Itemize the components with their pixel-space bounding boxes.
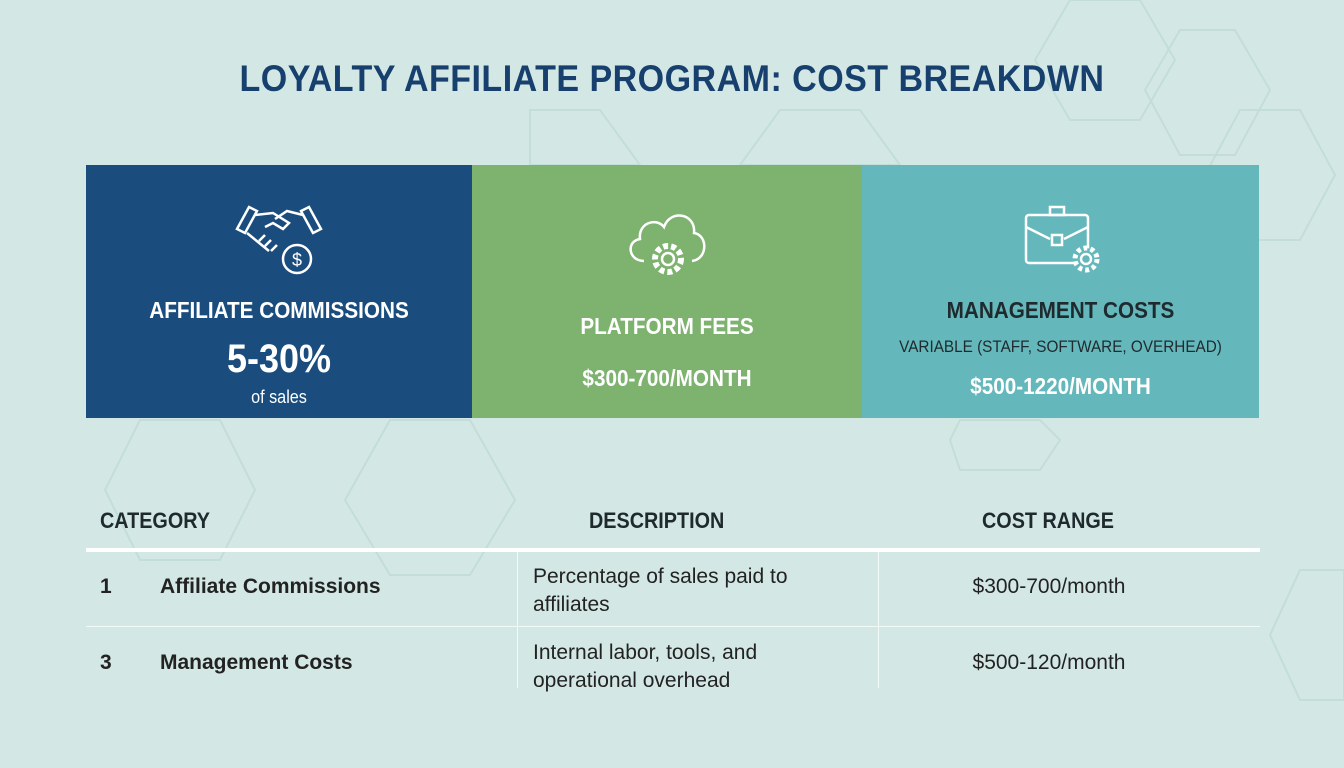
briefcase-gear-icon <box>1024 205 1099 273</box>
row-description-line1: Percentage of sales paid to <box>533 565 788 588</box>
row-number: 3 <box>100 651 112 674</box>
panel-value: $300-700/MONTH <box>582 365 752 391</box>
column-divider <box>878 552 879 688</box>
handshake-dollar-icon: $ <box>235 205 323 275</box>
panel-heading: PLATFORM FEES <box>580 313 754 339</box>
page-title: LOYALTY AFFILIATE PROGRAM: COST BREAKDWN <box>239 58 1105 99</box>
column-header-category: CATEGORY <box>100 508 211 533</box>
svg-text:$: $ <box>292 250 302 270</box>
header-divider <box>86 548 1260 552</box>
panel-heading: AFFILIATE COMMISSIONS <box>149 297 409 323</box>
row-description-line2: operational overhead <box>533 669 731 692</box>
cloud-gear-icon <box>629 214 706 275</box>
panel-affiliate-commissions: $ AFFILIATE COMMISSIONS 5-30% of sales <box>86 165 472 418</box>
panel-value: $500-1220/MONTH <box>970 373 1151 399</box>
column-header-cost-range: COST RANGE <box>982 508 1115 533</box>
row-description-line2: affiliates <box>533 593 610 616</box>
panel-platform-fees: PLATFORM FEES $300-700/MONTH <box>472 165 862 418</box>
panel-heading: MANAGEMENT COSTS <box>946 297 1175 323</box>
row-divider <box>86 626 1260 627</box>
row-cost: $300-700/month <box>972 575 1126 598</box>
panel-value: 5-30% <box>226 337 332 381</box>
column-header-description: DESCRIPTION <box>589 508 725 533</box>
column-divider <box>517 552 518 688</box>
row-description-line1: Internal labor, tools, and <box>533 641 758 664</box>
panel-management-costs: MANAGEMENT COSTS VARIABLE (STAFF, SOFTWA… <box>862 165 1259 418</box>
panel-subheading: VARIABLE (STAFF, SOFTWARE, OVERHEAD) <box>899 337 1222 356</box>
row-cost: $500-120/month <box>972 651 1126 674</box>
row-category: Management Costs <box>160 651 353 674</box>
row-number: 1 <box>100 575 112 598</box>
row-category: Affiliate Commissions <box>160 575 381 598</box>
panel-note: of sales <box>251 387 307 407</box>
